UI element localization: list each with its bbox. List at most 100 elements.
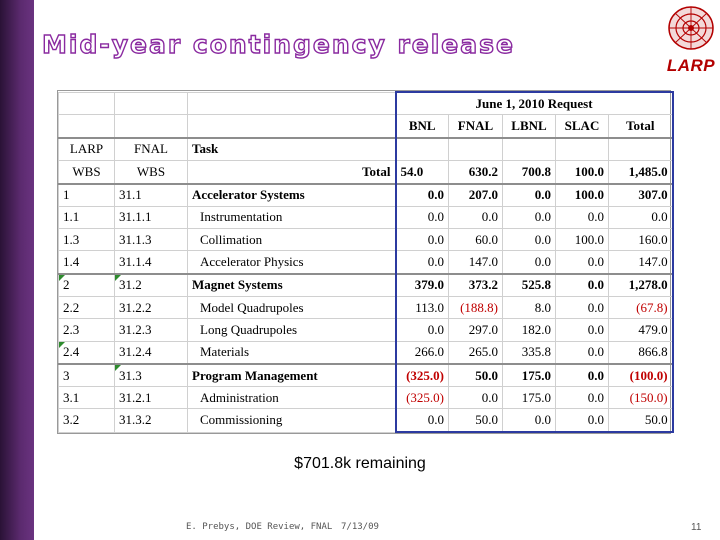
cell-slac: 100.0	[555, 228, 609, 252]
total-slac: 100.0	[555, 160, 609, 184]
cell-slac: 0.0	[555, 386, 609, 410]
cell-total: 147.0	[607, 250, 674, 275]
cell-fnal-wbs: 31.2.2	[114, 296, 188, 320]
cell-task: Magnet Systems	[187, 272, 396, 298]
remaining-note: $701.8k remaining	[294, 455, 426, 472]
cell-slac: 0.0	[555, 296, 609, 320]
cell-lbnl: 175.0	[502, 362, 556, 388]
cell-lbnl: 0.0	[502, 205, 556, 230]
cell-fnal-wbs: 31.3.2	[114, 408, 188, 433]
cell-larp-wbs: 2	[58, 272, 115, 298]
cell-task: Instrumentation	[187, 205, 396, 230]
table-row: 2.2 31.2.2 Model Quadrupoles 113.0 (188.8) 8.…	[58, 296, 674, 320]
cell-fnal: 0.0	[448, 386, 503, 410]
total-total: 1,485.0	[607, 160, 674, 184]
table-row: 1.3 31.1.3 Collimation 0.0 60.0 0.0 100.0 160.0	[58, 228, 674, 252]
cell-bnl: 379.0	[394, 272, 449, 298]
cell-bnl: 266.0	[394, 340, 449, 365]
cell-bnl: (325.0)	[394, 386, 449, 410]
cell-bnl: 0.0	[394, 228, 449, 252]
cell-total: (100.0)	[607, 362, 674, 388]
table-row: 2.3 31.2.3 Long Quadrupoles 0.0 297.0 182.0 0.…	[58, 318, 674, 342]
col-header-total: Total	[607, 114, 674, 139]
cell-bnl: 0.0	[394, 250, 449, 275]
cell-task: Accelerator Physics	[187, 250, 396, 275]
cell-total: 866.8	[607, 340, 674, 365]
cell-task: Materials	[187, 340, 396, 365]
cell-slac: 0.0	[555, 205, 609, 230]
cell-total: (67.8)	[607, 296, 674, 320]
cell-fnal-wbs: 31.1.4	[114, 250, 188, 275]
cell-fnal: 297.0	[448, 318, 503, 342]
cell-lbnl: 0.0	[502, 228, 556, 252]
cell-lbnl: 175.0	[502, 386, 556, 410]
logo-text: LARP	[666, 56, 716, 75]
lab-header-row: BNL FNAL LBNL SLAC Total	[58, 114, 674, 139]
cell-fnal: 373.2	[448, 272, 503, 298]
cell-bnl: 0.0	[394, 318, 449, 342]
cell-fnal-wbs: 31.1.1	[114, 205, 188, 230]
cell-total: (150.0)	[607, 386, 674, 410]
cell-slac: 0.0	[555, 408, 609, 434]
page-number: 11	[691, 522, 702, 533]
cell-fnal-wbs: 31.1	[114, 182, 188, 207]
col-header-fnal: FNAL	[448, 114, 503, 139]
hdr-larp: LARP	[58, 136, 115, 162]
cell-fnal: 60.0	[448, 228, 503, 252]
cell-larp-wbs: 1.3	[58, 228, 115, 252]
table-row: 1.1 31.1.1 Instrumentation 0.0 0.0 0.0 0.0 0.0	[58, 205, 674, 230]
table-row: 1 31.1 Accelerator Systems 0.0 207.0 0.0 100.0…	[58, 182, 674, 207]
table-row: 1.4 31.1.4 Accelerator Physics 0.0 147.0 0.0 0…	[58, 250, 674, 275]
cell-bnl: 0.0	[394, 408, 449, 434]
request-header: June 1, 2010 Request	[394, 91, 674, 116]
cell-fnal-wbs: 31.2	[114, 272, 188, 298]
cell-fnal: 50.0	[448, 362, 503, 388]
cell-task: Long Quadrupoles	[187, 318, 396, 342]
cell-bnl: 0.0	[394, 182, 449, 207]
cell-lbnl: 182.0	[502, 318, 556, 342]
cell-larp-wbs: 1.1	[58, 205, 115, 230]
cell-lbnl: 335.8	[502, 340, 556, 365]
cell-task: Collimation	[187, 228, 396, 252]
cell-bnl: 0.0	[394, 205, 449, 230]
cell-slac: 0.0	[555, 340, 609, 365]
cell-slac: 0.0	[555, 272, 609, 298]
cell-task: Program Management	[187, 362, 396, 388]
total-fnal: 630.2	[448, 160, 503, 184]
cell-lbnl: 525.8	[502, 272, 556, 298]
contingency-table: June 1, 2010 Request BNL FNAL LBNL SLAC …	[57, 90, 674, 434]
col-header-bnl: BNL	[394, 114, 449, 139]
cell-task: Model Quadrupoles	[187, 296, 396, 320]
table-row: 2.4 31.2.4 Materials 266.0 265.0 335.8 0.0 866.…	[58, 340, 674, 365]
cell-fnal: 265.0	[448, 340, 503, 365]
larp-logo: LARP	[662, 2, 720, 77]
hdr-task: Task	[187, 136, 396, 162]
cell-fnal: 147.0	[448, 250, 503, 275]
cell-fnal: 0.0	[448, 205, 503, 230]
cell-fnal: (188.8)	[448, 296, 503, 320]
request-header-row: June 1, 2010 Request	[58, 91, 674, 116]
hdr-total-label: Total	[187, 160, 396, 184]
slide-title: Mid-year contingency release	[41, 29, 515, 59]
cell-total: 307.0	[607, 182, 674, 207]
cell-larp-wbs: 3.1	[58, 386, 115, 410]
cell-total: 50.0	[607, 408, 674, 434]
total-lbnl: 700.8	[502, 160, 556, 184]
table-row: 2 31.2 Magnet Systems 379.0 373.2 525.8 0.0 1,2…	[58, 272, 674, 298]
cell-total: 0.0	[607, 205, 674, 230]
cell-slac: 0.0	[555, 362, 609, 388]
cell-slac: 0.0	[555, 318, 609, 342]
cell-bnl: 113.0	[394, 296, 449, 320]
cell-larp-wbs: 2.4	[58, 340, 115, 365]
total-bnl: 54.0	[394, 160, 449, 184]
cell-slac: 0.0	[555, 250, 609, 275]
wbs-header-row-2: WBS WBS Total 54.0 630.2 700.8 100.0 1,4…	[58, 160, 674, 184]
table-row: 3.2 31.3.2 Commissioning 0.0 50.0 0.0 0.0 50.0	[58, 408, 674, 434]
table-row: 3.1 31.2.1 Administration (325.0) 0.0 175.0 0.…	[58, 386, 674, 410]
cell-larp-wbs: 3.2	[58, 408, 115, 433]
cell-total: 479.0	[607, 318, 674, 342]
cell-fnal-wbs: 31.2.1	[114, 386, 188, 410]
cell-total: 1,278.0	[607, 272, 674, 298]
hdr-fnal: FNAL	[114, 136, 188, 162]
cell-larp-wbs: 3	[58, 362, 115, 388]
